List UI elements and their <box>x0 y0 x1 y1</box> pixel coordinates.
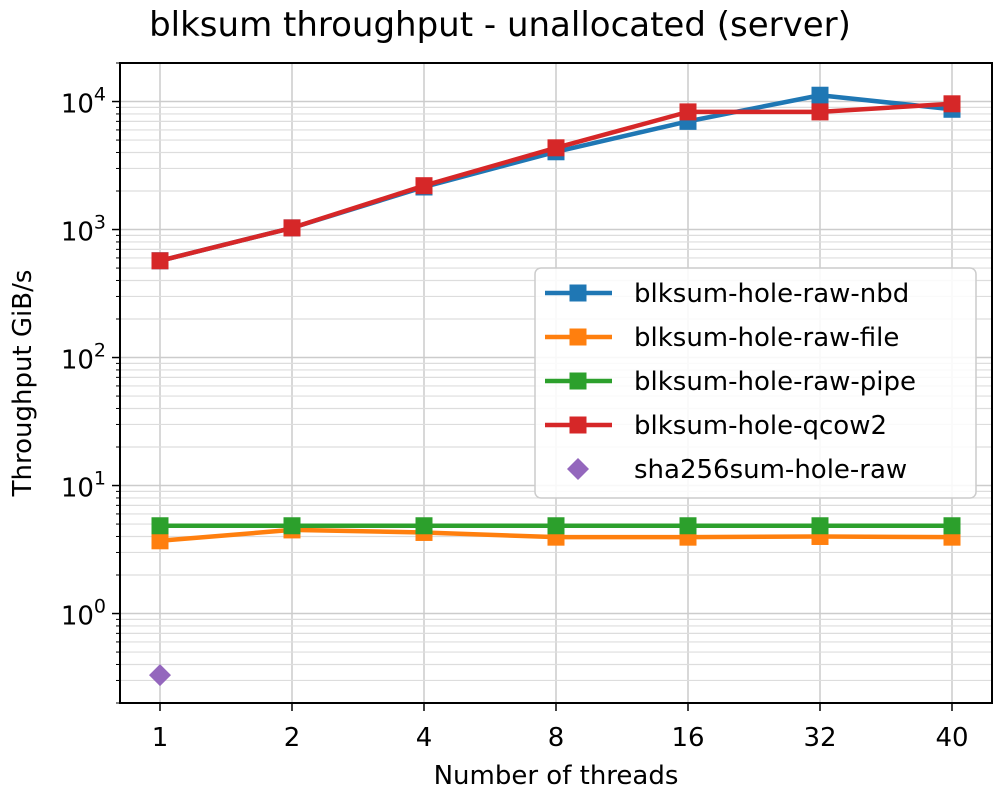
data-point <box>547 139 565 157</box>
legend: blksum-hole-raw-nbd blksum-hole-raw-file b… <box>534 267 977 499</box>
legend-marker <box>569 372 587 390</box>
legend-marker <box>569 416 587 434</box>
data-point <box>283 219 301 237</box>
legend-marker <box>569 328 587 346</box>
legend-label: blksum-hole-qcow2 <box>634 411 887 441</box>
legend-marker <box>567 458 589 480</box>
chart-title: blksum throughput - unallocated (server) <box>149 5 851 45</box>
data-point <box>943 95 961 113</box>
x-axis-label: Number of threads <box>434 761 679 791</box>
y-tick-label: 100 <box>61 596 106 632</box>
data-point <box>415 517 433 535</box>
legend-marker <box>569 284 587 302</box>
legend-item: blksum-hole-raw-nbd <box>545 279 909 309</box>
legend-label: blksum-hole-raw-file <box>634 323 899 353</box>
data-point <box>547 517 565 535</box>
y-axis-label: Throughput GiB/s <box>8 270 38 498</box>
y-tick-label: 102 <box>61 340 106 376</box>
data-point <box>283 517 301 535</box>
series-sha256sum-hole-raw <box>149 664 171 687</box>
data-point <box>811 103 829 121</box>
legend-label: blksum-hole-raw-nbd <box>634 279 909 309</box>
data-point <box>151 252 169 270</box>
legend-item: blksum-hole-qcow2 <box>545 411 887 441</box>
x-tick-label: 16 <box>671 723 704 753</box>
series-layer <box>149 86 961 687</box>
data-point <box>149 664 171 687</box>
data-point <box>811 86 829 104</box>
series-blksum-hole-qcow2 <box>151 95 961 270</box>
legend-item: blksum-hole-raw-file <box>545 323 899 353</box>
plot-frame <box>119 62 993 704</box>
y-tick-label: 104 <box>61 84 106 120</box>
legend-item: blksum-hole-raw-pipe <box>545 367 916 397</box>
data-point <box>151 532 169 550</box>
x-tick-label: 4 <box>416 723 433 753</box>
data-point <box>811 517 829 535</box>
series-blksum-hole-raw-pipe <box>151 517 961 535</box>
legend-label: blksum-hole-raw-pipe <box>634 367 916 397</box>
data-point <box>679 517 697 535</box>
x-tick-label: 2 <box>284 723 301 753</box>
ticks: 1 2 4 8 16 32 40 100 101 102 103 104 <box>61 62 969 753</box>
y-tick-label: 101 <box>61 468 106 504</box>
x-tick-label: 1 <box>152 723 169 753</box>
x-tick-label: 32 <box>803 723 836 753</box>
x-tick-label: 40 <box>935 723 968 753</box>
data-point <box>943 517 961 535</box>
legend-box <box>534 267 977 499</box>
data-point <box>415 177 433 195</box>
legend-item: sha256sum-hole-raw <box>567 455 907 485</box>
y-tick-label: 103 <box>61 212 106 248</box>
data-point <box>679 103 697 121</box>
x-tick-label: 8 <box>548 723 565 753</box>
data-point <box>151 517 169 535</box>
legend-label: sha256sum-hole-raw <box>634 455 907 485</box>
